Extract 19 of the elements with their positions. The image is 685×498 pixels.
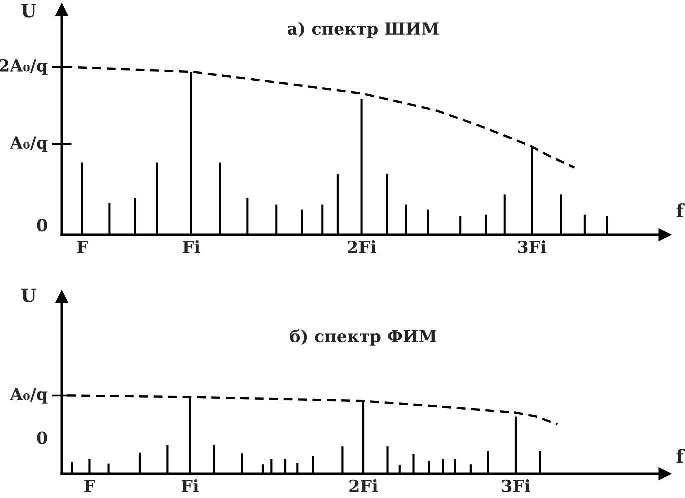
x-tick-label: F xyxy=(84,480,96,492)
x-tick-label: 2Fi xyxy=(348,240,376,254)
text: 2A₀/q xyxy=(0,59,48,76)
x-axis-title: f xyxy=(676,204,685,218)
text: A₀/q xyxy=(10,136,48,152)
x-tick-label: 3Fi xyxy=(502,480,530,492)
x-tick-label: F xyxy=(77,241,88,254)
text: A₀/q xyxy=(10,388,48,404)
text: 0 xyxy=(37,432,48,444)
x-tick-label: Fi xyxy=(183,240,200,254)
x-tick-label: 3Fi xyxy=(518,240,547,254)
y-axis-title: U xyxy=(22,4,36,18)
x-tick-label: Fi xyxy=(182,480,199,492)
chart-title: а) спектр ШИМ xyxy=(288,22,440,38)
x-tick-label: 2Fi xyxy=(350,480,378,492)
text: 0 xyxy=(37,219,48,232)
y-axis-title: U xyxy=(22,288,36,302)
chart-title: б) спектр ФИМ xyxy=(290,330,437,346)
x-axis-title: f xyxy=(676,449,685,463)
